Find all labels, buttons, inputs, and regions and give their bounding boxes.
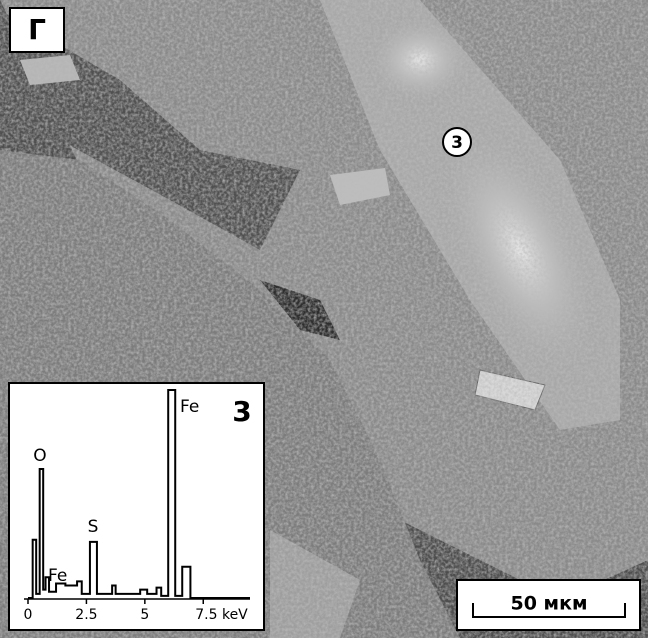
- x-tick-label: 7.5 keV: [195, 607, 248, 623]
- peak-label: Fe: [180, 397, 199, 417]
- x-tick-label: 5: [140, 607, 149, 623]
- x-tick-label: 0: [24, 607, 33, 623]
- peak-label: O: [33, 446, 46, 466]
- x-tick-label: 2.5: [75, 607, 97, 623]
- eds-spectrum: 3 0 2.5 5 7.5 keV O Fe S Fe: [9, 383, 264, 630]
- point-label: 3: [451, 133, 463, 153]
- sem-figure: Г 3 50 мкм 3 0 2.5 5 7.5 keV O Fe S Fe: [0, 0, 648, 638]
- peak-label: Fe: [48, 566, 67, 586]
- panel-label: Г: [28, 13, 46, 46]
- scale-bar-label: 50 мкм: [510, 593, 587, 615]
- spectrum-title: 3: [232, 395, 251, 428]
- peak-label: S: [88, 517, 99, 537]
